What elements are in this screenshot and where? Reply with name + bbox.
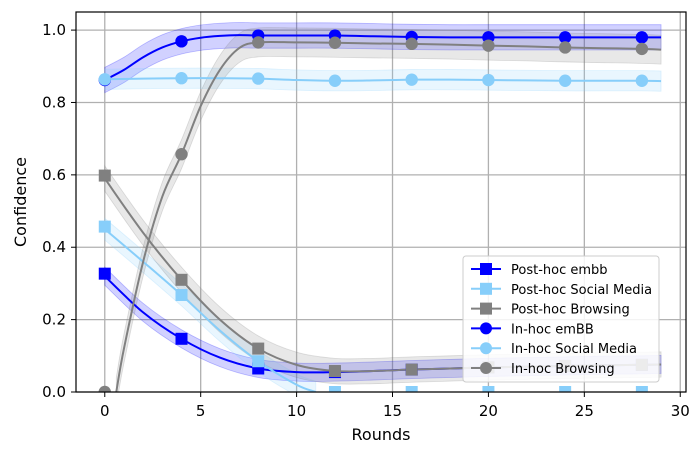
legend-marker-circle bbox=[480, 322, 492, 335]
x-tick-label: 20 bbox=[479, 402, 498, 420]
data-point-circle bbox=[558, 74, 572, 87]
legend: Post-hoc embb Post-hoc Social Media Post-h… bbox=[462, 255, 660, 383]
data-point-square bbox=[98, 220, 111, 233]
legend-label: Post-hoc Social Media bbox=[511, 283, 652, 298]
y-tick-label: 1.0 bbox=[42, 21, 66, 39]
legend-label: In-hoc Social Media bbox=[511, 342, 637, 357]
data-point-circle bbox=[252, 72, 265, 85]
legend-label: In-hoc emBB bbox=[511, 322, 594, 337]
y-tick-label: 0.0 bbox=[42, 383, 66, 401]
legend-label: In-hoc Browsing bbox=[511, 362, 615, 377]
data-point-circle bbox=[405, 73, 418, 86]
confidence-band-5 bbox=[115, 27, 662, 392]
confidence-band-2 bbox=[104, 164, 662, 385]
legend-marker-square bbox=[480, 302, 492, 315]
data-point-square bbox=[482, 386, 495, 392]
y-axis-ticks: 0.0 0.2 0.4 0.6 0.8 1.0 bbox=[42, 21, 76, 401]
data-point-circle bbox=[175, 72, 188, 85]
data-point-square bbox=[252, 355, 265, 368]
data-point-square bbox=[175, 289, 188, 302]
data-point-circle bbox=[328, 74, 342, 87]
data-point-circle bbox=[635, 31, 649, 44]
legend-marker-circle bbox=[480, 362, 492, 374]
data-point-circle bbox=[558, 31, 572, 44]
data-point-circle bbox=[635, 74, 649, 87]
legend-label: Post-hoc embb bbox=[511, 263, 608, 278]
y-tick-label: 0.4 bbox=[42, 238, 66, 256]
data-point-circle bbox=[558, 41, 572, 54]
data-point-circle bbox=[635, 42, 649, 56]
y-axis-label: Confidence bbox=[11, 157, 30, 247]
x-tick-label: 30 bbox=[671, 402, 690, 420]
x-tick-label: 15 bbox=[383, 402, 402, 420]
data-point-square bbox=[98, 169, 111, 182]
data-point-circle bbox=[328, 36, 342, 49]
confidence-band-3 bbox=[104, 22, 662, 94]
x-tick-label: 5 bbox=[196, 402, 206, 420]
x-axis-label: Rounds bbox=[352, 425, 411, 444]
data-point-square bbox=[98, 267, 111, 280]
x-tick-label: 10 bbox=[287, 402, 306, 420]
data-point-circle bbox=[482, 39, 495, 52]
data-point-square bbox=[252, 342, 265, 355]
legend-marker-square bbox=[480, 263, 492, 275]
data-point-square bbox=[635, 386, 648, 392]
data-point-square bbox=[405, 386, 418, 392]
data-point-square bbox=[559, 386, 572, 392]
data-point-square bbox=[175, 332, 188, 345]
data-point-circle bbox=[175, 35, 188, 48]
x-axis-ticks: 0 5 10 15 20 25 30 bbox=[100, 392, 690, 420]
x-tick-label: 25 bbox=[575, 402, 594, 420]
data-point-circle bbox=[252, 36, 265, 49]
data-point-circle bbox=[98, 385, 111, 392]
legend-marker-square bbox=[480, 282, 492, 295]
series-line-4 bbox=[104, 77, 662, 83]
data-point-circle bbox=[98, 73, 111, 86]
legend-box bbox=[462, 255, 660, 383]
data-point-square bbox=[328, 386, 341, 392]
data-point-square bbox=[328, 365, 341, 378]
data-point-square bbox=[175, 273, 188, 286]
y-tick-label: 0.2 bbox=[42, 311, 66, 329]
data-point-circle bbox=[482, 73, 495, 87]
x-tick-label: 0 bbox=[100, 402, 110, 420]
data-point-circle bbox=[405, 37, 418, 51]
y-tick-label: 0.6 bbox=[42, 166, 66, 184]
data-point-square bbox=[405, 363, 418, 376]
data-point-circle bbox=[175, 148, 188, 161]
legend-label: Post-hoc Browsing bbox=[511, 303, 630, 318]
plot-frame bbox=[75, 11, 687, 393]
y-tick-label: 0.8 bbox=[42, 93, 66, 111]
legend-marker-circle bbox=[480, 342, 492, 355]
